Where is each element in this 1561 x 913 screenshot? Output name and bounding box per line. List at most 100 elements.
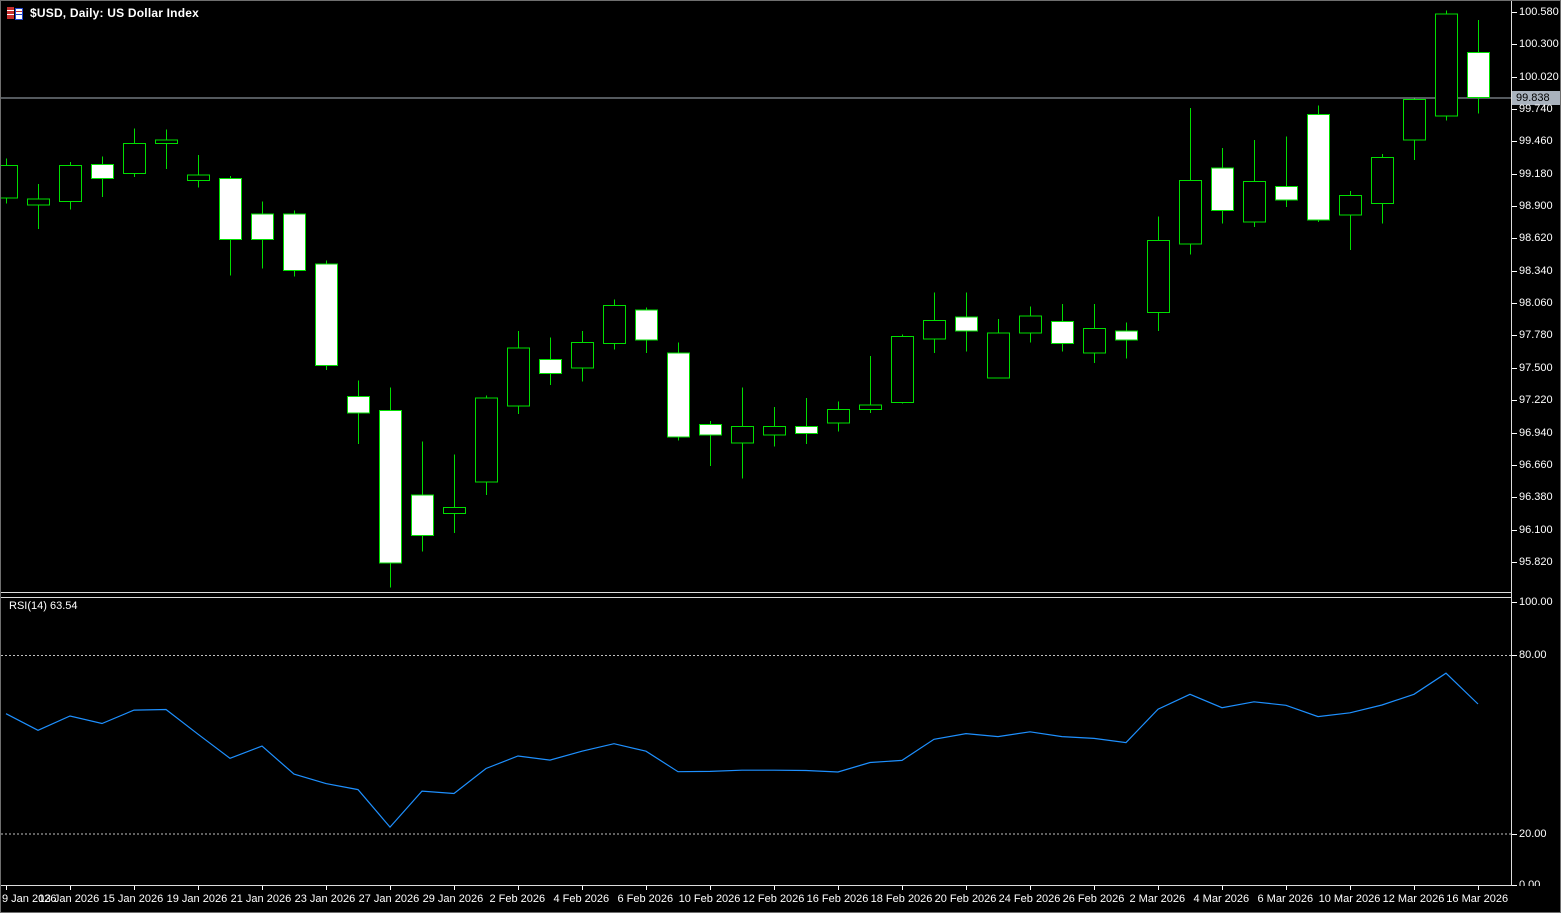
time-label: 23 Jan 2026 <box>294 893 356 905</box>
price-tick <box>1512 464 1517 466</box>
price-label: 99.460 <box>1519 135 1553 148</box>
candle-body-bull[interactable] <box>1019 315 1042 334</box>
candle-body-bull[interactable] <box>571 341 594 369</box>
candle-body-bull[interactable] <box>891 336 914 403</box>
candle-body-bear[interactable] <box>955 316 978 332</box>
candle-body-bull[interactable] <box>1339 195 1362 216</box>
candle-body-bull[interactable] <box>763 426 786 436</box>
price-label: 96.100 <box>1519 523 1553 536</box>
candle-body-bull[interactable] <box>187 174 210 182</box>
price-tick <box>1512 173 1517 175</box>
current-price-badge: 99.838 <box>1512 90 1560 105</box>
candle-body-bull[interactable] <box>59 165 82 202</box>
price-tick <box>1512 432 1517 434</box>
rsi-tick <box>1512 602 1517 603</box>
candle-body-bull[interactable] <box>923 319 946 340</box>
time-tick <box>1030 886 1031 890</box>
candle-body-bull[interactable] <box>1371 157 1394 205</box>
candle-body-bull[interactable] <box>123 143 146 175</box>
price-label: 98.060 <box>1519 297 1553 310</box>
candle-body-bull[interactable] <box>1403 99 1426 141</box>
candle-body-bear[interactable] <box>1051 321 1074 345</box>
candle-body-bull[interactable] <box>1083 328 1106 354</box>
candle-body-bear[interactable] <box>315 263 338 366</box>
candle-body-bear[interactable] <box>283 213 306 272</box>
candle-body-bear[interactable] <box>1211 167 1234 212</box>
price-tick <box>1512 206 1517 207</box>
price-tick <box>1512 270 1517 272</box>
rsi-label: 100.00 <box>1519 596 1553 608</box>
candle-body-bull[interactable] <box>827 408 850 424</box>
candle-body-bull[interactable] <box>859 404 882 410</box>
candle-body-bear[interactable] <box>347 396 370 414</box>
candle-body-bear[interactable] <box>699 423 722 436</box>
candle-body-bull[interactable] <box>987 332 1010 379</box>
price-tick <box>1512 44 1517 46</box>
time-label: 2 Feb 2026 <box>489 893 546 905</box>
candle-body-bear[interactable] <box>219 177 242 241</box>
candle-body-bull[interactable] <box>443 507 466 514</box>
candle-body-bull[interactable] <box>1 165 18 199</box>
rsi-value: 63.54 <box>49 600 78 612</box>
price-label: 98.900 <box>1519 200 1553 212</box>
candle-body-bull[interactable] <box>1435 13 1458 117</box>
price-label: 98.340 <box>1519 264 1553 277</box>
rsi-indicator-chart[interactable] <box>1 597 1512 887</box>
time-tick <box>710 886 711 890</box>
candle-body-bull[interactable] <box>1179 180 1202 245</box>
price-label: 100.300 <box>1519 38 1559 51</box>
time-label: 12 Mar 2026 <box>1382 893 1445 905</box>
time-tick <box>1158 886 1159 890</box>
time-label: 21 Jan 2026 <box>230 893 292 905</box>
time-tick <box>70 886 71 890</box>
candle-body-bear[interactable] <box>635 309 658 341</box>
time-label: 18 Feb 2026 <box>870 893 933 905</box>
rsi-label: 80.00 <box>1519 649 1547 661</box>
candle-body-bear[interactable] <box>539 359 562 375</box>
price-tick <box>1512 400 1517 402</box>
price-tick <box>1512 497 1517 499</box>
chart-window-icon <box>7 7 23 20</box>
price-label: 97.780 <box>1519 329 1553 342</box>
price-tick <box>1512 11 1517 13</box>
candle-body-bear[interactable] <box>667 352 690 438</box>
candle-body-bull[interactable] <box>155 139 178 145</box>
candle-body-bear[interactable] <box>1115 330 1138 341</box>
candle-body-bear[interactable] <box>1467 51 1490 99</box>
candle-body-bull[interactable] <box>731 426 754 444</box>
candle-body-bull[interactable] <box>603 304 626 344</box>
price-tick <box>1512 76 1517 78</box>
time-label: 24 Feb 2026 <box>998 893 1061 905</box>
candle-body-bull[interactable] <box>475 397 498 483</box>
price-tick <box>1512 561 1517 563</box>
candle-body-bull[interactable] <box>1243 181 1266 223</box>
candle-body-bear[interactable] <box>1275 185 1298 201</box>
candle-body-bull[interactable] <box>1147 240 1170 313</box>
time-label: 10 Feb 2026 <box>678 893 741 905</box>
time-label: 26 Feb 2026 <box>1062 893 1125 905</box>
candle-body-bear[interactable] <box>795 426 818 435</box>
time-label: 6 Feb 2026 <box>617 893 674 905</box>
chart-title-text: $USD, Daily: US Dollar Index <box>30 6 199 20</box>
time-tick <box>262 886 263 890</box>
candle-body-bear[interactable] <box>1307 114 1330 221</box>
time-label: 29 Jan 2026 <box>422 893 484 905</box>
candle-body-bear[interactable] <box>91 163 114 179</box>
price-label: 96.940 <box>1519 426 1553 439</box>
time-label: 2 Mar 2026 <box>1129 893 1186 905</box>
time-tick <box>6 886 7 890</box>
time-label: 6 Mar 2026 <box>1257 893 1314 905</box>
candle-body-bear[interactable] <box>379 410 402 564</box>
candle-body-bear[interactable] <box>251 213 274 241</box>
candle-body-bull[interactable] <box>507 347 530 407</box>
time-tick <box>646 886 647 890</box>
time-tick <box>134 886 135 890</box>
time-label: 4 Mar 2026 <box>1193 893 1250 905</box>
candle-body-bear[interactable] <box>411 494 434 536</box>
time-axis[interactable]: 9 Jan 2026 13 Jan 2026 15 Jan 2026 19 Jan 2… <box>1 886 1560 912</box>
candle-body-bull[interactable] <box>27 198 50 206</box>
price-axis[interactable]: 99.838 100.580 100.300 100.020 99.740 99.460… <box>1511 1 1560 912</box>
candlestick-chart[interactable] <box>1 1 1512 593</box>
price-tick <box>1512 367 1517 369</box>
price-tick <box>1512 529 1517 531</box>
